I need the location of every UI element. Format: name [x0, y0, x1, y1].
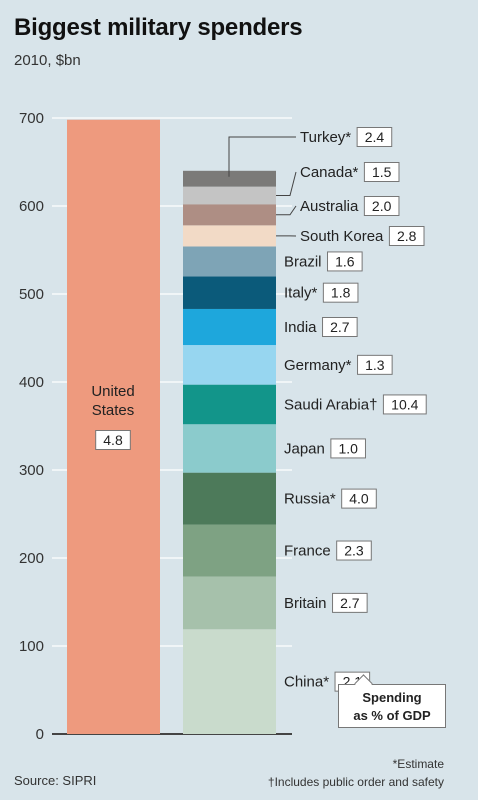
y-tick-label: 200 [19, 550, 44, 567]
stack-segment [183, 204, 276, 226]
segment-label: Australia [300, 198, 359, 215]
y-tick-label: 400 [19, 374, 44, 391]
segment-gdp-value-box [357, 354, 393, 375]
segment-gdp-value-box [336, 540, 372, 561]
segment-label: Russia* [284, 491, 336, 508]
segment-gdp-value-box [327, 251, 363, 272]
stack-segment [183, 384, 276, 425]
segment-gdp-value: 1.0 [338, 440, 358, 456]
segment-gdp-value: 10.4 [391, 396, 418, 412]
segment-gdp-value: 1.3 [365, 357, 385, 373]
y-tick-label: 300 [19, 462, 44, 479]
segment-gdp-value-box [341, 488, 377, 509]
segment-gdp-value-box [356, 127, 393, 147]
stack-segment [183, 524, 276, 577]
us-gdp-value-box [95, 430, 131, 450]
segment-label: South Korea [300, 228, 384, 245]
segment-label: Britain [284, 595, 327, 612]
stack-segment [183, 472, 276, 525]
segment-label: Saudi Arabia† [284, 396, 377, 413]
us-label-line1: United [91, 383, 134, 400]
segment-label: China* [284, 674, 329, 691]
leader-line [276, 205, 297, 216]
segment-gdp-value: 2.3 [344, 543, 364, 559]
segment-label: Germany* [284, 357, 352, 374]
leader-line [276, 171, 297, 196]
estimate-note: *Estimate [392, 757, 444, 771]
segment-gdp-value: 4.0 [349, 491, 369, 507]
y-tick-label: 100 [19, 638, 44, 655]
segment-gdp-value-box [388, 226, 425, 246]
chart-title: Biggest military spenders [14, 14, 303, 41]
stack-segment [183, 308, 276, 346]
stack-segment [183, 170, 276, 187]
segment-gdp-value-box [322, 317, 358, 337]
y-tick-label: 500 [19, 286, 44, 303]
gdp-legend-box: Spending as % of GDP [338, 684, 446, 728]
stack-segment [183, 424, 276, 473]
y-tick-label: 0 [36, 726, 44, 743]
segment-label: Turkey* [300, 129, 351, 146]
dagger-note: †Includes public order and safety [267, 775, 444, 789]
segment-gdp-value: 2.7 [330, 319, 350, 335]
segment-label: Japan [284, 440, 325, 457]
segment-gdp-value-box [382, 394, 427, 415]
gdp-legend-line1: Spending [362, 690, 422, 705]
stack-segment [183, 345, 276, 385]
stack-segment [183, 246, 276, 277]
segment-label: Brazil [284, 253, 322, 270]
us-gdp-value: 4.8 [103, 432, 123, 448]
segment-gdp-value: 1.5 [372, 164, 392, 180]
segment-label: Italy* [284, 285, 318, 302]
segment-label: France [284, 543, 331, 560]
us-label-line2: States [92, 402, 135, 419]
y-tick-label: 600 [19, 198, 44, 215]
bar-united-states [67, 119, 160, 734]
segment-gdp-value: 1.8 [331, 285, 351, 301]
segment-gdp-value: 2.8 [397, 228, 417, 244]
segment-gdp-value: 2.4 [365, 129, 385, 145]
segment-gdp-value-box [330, 438, 366, 459]
stack-segment [183, 629, 276, 734]
gdp-legend-line2: as % of GDP [353, 708, 431, 723]
segment-gdp-value-box [363, 162, 400, 182]
segment-gdp-value: 2.0 [372, 198, 392, 214]
stack-segment [183, 186, 276, 205]
segment-gdp-value-box [322, 282, 359, 303]
segment-label: Canada* [300, 164, 359, 181]
segment-label: India [284, 319, 317, 336]
segment-gdp-value: 2.7 [340, 595, 360, 611]
stack-segment [183, 276, 276, 309]
segment-gdp-value-box [332, 592, 368, 613]
source-note: Source: SIPRI [14, 773, 97, 788]
leader-line [228, 136, 296, 177]
chart-subtitle: 2010, $bn [14, 52, 81, 69]
y-tick-label: 700 [19, 110, 44, 127]
stack-segment [183, 225, 276, 247]
segment-gdp-value-box [363, 196, 400, 216]
segment-gdp-value: 1.6 [335, 253, 355, 269]
stack-segment [183, 576, 276, 630]
